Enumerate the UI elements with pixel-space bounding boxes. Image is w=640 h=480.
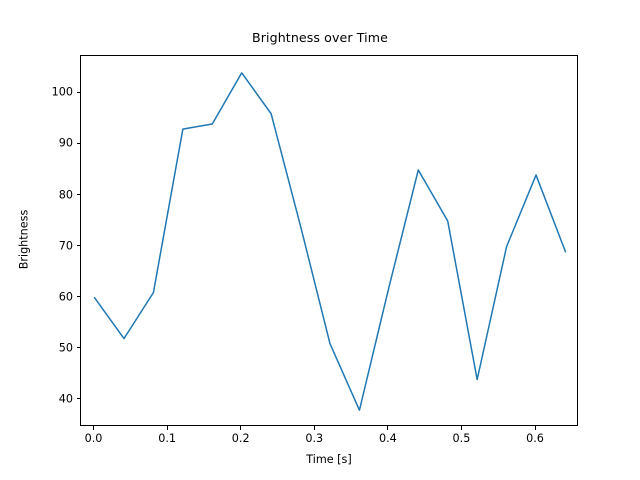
chart-title: Brightness over Time (252, 30, 388, 45)
y-tick-label: 40 (58, 392, 73, 406)
x-tick-mark (240, 426, 242, 430)
y-tick-label: 90 (58, 136, 73, 150)
y-tick-label: 70 (58, 239, 73, 253)
y-axis-label: Brightness (17, 209, 31, 269)
x-tick-mark (387, 426, 389, 430)
x-tick-label: 0.5 (452, 432, 471, 445)
x-tick-label: 0.6 (526, 432, 544, 445)
x-tick-label: 0.3 (305, 432, 324, 445)
y-tick-mark (76, 296, 80, 298)
x-tick-label: 0.4 (378, 432, 397, 445)
x-tick-mark (460, 426, 462, 430)
x-tick-mark (93, 426, 95, 430)
y-tick-mark (76, 398, 80, 400)
x-tick-label: 0.2 (231, 432, 250, 445)
y-tick-mark (76, 91, 80, 93)
y-tick-mark (76, 347, 80, 349)
x-tick-mark (166, 426, 168, 430)
y-tick-mark (76, 194, 80, 196)
x-tick-mark (534, 426, 536, 430)
y-tick-label: 50 (58, 341, 73, 355)
x-tick-label: 0.1 (158, 432, 177, 445)
line-plot-svg (93, 72, 567, 411)
y-tick-label: 80 (58, 188, 73, 201)
x-tick-label: 0.0 (84, 432, 103, 445)
x-tick-mark (313, 426, 315, 430)
brightness-series-line (93, 72, 567, 411)
y-tick-mark (76, 245, 80, 247)
y-tick-label: 60 (58, 290, 73, 304)
x-axis-label: Time [s] (306, 453, 352, 466)
y-tick-mark (76, 142, 80, 144)
y-tick-label: 100 (51, 85, 73, 99)
plot-axes-area (80, 55, 578, 426)
